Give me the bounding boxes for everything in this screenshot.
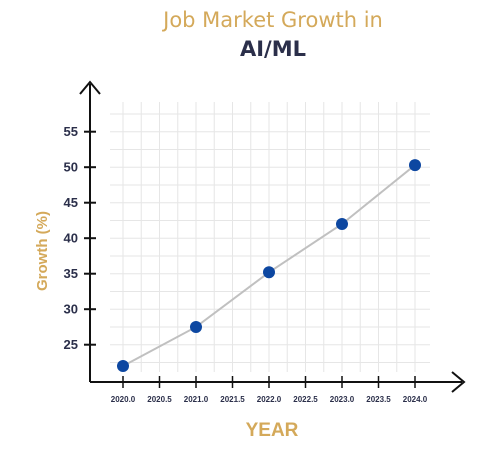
y-tick-labels: 25 30 35 40 45 50 55 <box>64 124 96 352</box>
x-tick-labels: 2020.0 2020.5 2021.0 2021.5 2022.0 2022.5 2023… <box>111 376 428 404</box>
x-tick-label: 2022.5 <box>293 395 318 404</box>
grid <box>110 102 430 372</box>
x-tick-label: 2020.5 <box>147 395 172 404</box>
y-tick-label: 25 <box>64 337 78 352</box>
data-point <box>409 159 421 172</box>
y-tick-label: 35 <box>64 266 78 281</box>
y-tick-label: 45 <box>64 195 78 210</box>
y-tick-label: 30 <box>64 302 78 317</box>
chart-title-line1: Job Market Growth in <box>161 8 383 32</box>
x-tick-label: 2023.5 <box>366 395 391 404</box>
data-point <box>190 320 202 333</box>
x-tick-label: 2021.5 <box>220 395 245 404</box>
data-point <box>336 218 348 230</box>
series <box>117 159 421 372</box>
y-axis-label: Growth (%) <box>34 211 51 291</box>
x-axis-arrow <box>451 371 466 393</box>
x-tick-label: 2021.0 <box>184 395 209 404</box>
x-tick-label: 2020.0 <box>111 395 136 404</box>
data-point <box>117 360 129 372</box>
x-axis-label: YEAR <box>246 420 299 441</box>
x-tick-label: 2024.0 <box>403 395 428 404</box>
y-axis-arrow <box>79 80 101 95</box>
y-tick-label: 50 <box>64 160 78 175</box>
x-tick-label: 2023.0 <box>330 395 355 404</box>
data-point <box>263 266 275 279</box>
x-tick-label: 2022.0 <box>257 395 282 404</box>
y-tick-label: 40 <box>64 231 78 246</box>
chart-title-line2: AI/ML <box>240 37 306 61</box>
y-tick-label: 55 <box>64 124 78 139</box>
